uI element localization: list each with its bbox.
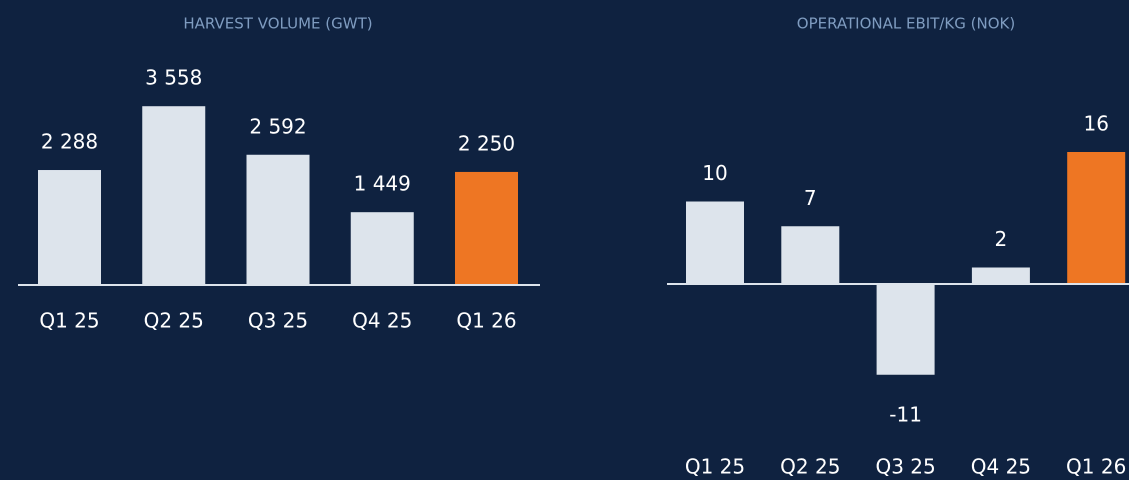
- x-tick-label: Q4 25: [352, 309, 412, 333]
- bar: [971, 267, 1030, 284]
- x-tick-label: Q1 25: [685, 455, 745, 479]
- x-tick-label: Q1 26: [456, 309, 516, 333]
- bar: [686, 201, 744, 284]
- bar: [142, 106, 206, 285]
- value-label: 10: [702, 161, 727, 185]
- bar: [1067, 152, 1126, 284]
- bar: [38, 170, 101, 285]
- bar: [455, 171, 518, 285]
- value-label: 1 449: [354, 172, 411, 196]
- x-tick-label: Q1 26: [1066, 455, 1126, 479]
- value-label: 2 250: [458, 131, 515, 155]
- value-label: 7: [804, 186, 817, 210]
- bar: [246, 154, 310, 285]
- chart-title: HARVEST VOLUME (GWT): [183, 15, 372, 33]
- value-label: 16: [1083, 112, 1108, 136]
- value-label: 3 558: [145, 66, 202, 90]
- x-tick-label: Q3 25: [875, 455, 935, 479]
- bar: [350, 212, 414, 285]
- bar: [876, 284, 935, 375]
- x-tick-label: Q3 25: [248, 309, 308, 333]
- bar: [781, 226, 840, 284]
- x-tick-label: Q4 25: [971, 455, 1031, 479]
- value-label: 2 288: [41, 130, 98, 154]
- x-tick-label: Q2 25: [780, 455, 840, 479]
- x-tick-label: Q1 25: [39, 309, 99, 333]
- x-tick-label: Q2 25: [144, 309, 204, 333]
- value-label: 2: [995, 227, 1008, 251]
- value-label: -11: [889, 402, 922, 426]
- value-label: 2 592: [249, 114, 306, 138]
- chart-title: OPERATIONAL EBIT/KG (NOK): [797, 15, 1015, 33]
